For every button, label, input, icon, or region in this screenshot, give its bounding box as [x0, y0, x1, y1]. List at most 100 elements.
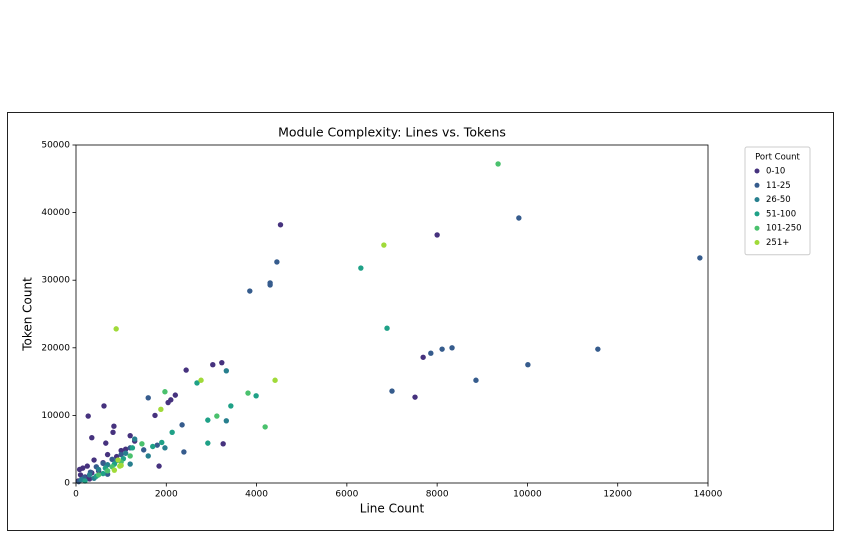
scatter-point	[150, 443, 156, 450]
y-tick-label: 30000	[41, 276, 70, 286]
scatter-point	[104, 451, 111, 458]
scatter-point	[439, 346, 445, 352]
scatter-point	[141, 447, 147, 453]
scatter-point	[129, 445, 136, 451]
scatter-point	[104, 468, 111, 474]
scatter-point	[247, 288, 253, 294]
scatter-point	[428, 350, 434, 356]
scatter-point	[122, 450, 129, 456]
scatter-point	[113, 326, 119, 332]
scatter-point	[145, 395, 151, 401]
legend-marker	[754, 240, 760, 245]
scatter-point	[95, 466, 102, 473]
scatter-point	[358, 265, 364, 271]
scatter-point	[100, 470, 106, 477]
x-tick-label: 8000	[426, 490, 449, 500]
scatter-point	[109, 456, 115, 463]
legend-label: 101-250	[766, 224, 802, 234]
x-tick-label: 0	[73, 490, 79, 500]
scatter-point	[131, 436, 138, 442]
scatter-point	[183, 367, 189, 373]
scatter-point	[219, 359, 225, 366]
scatter-point	[434, 232, 440, 238]
scatter-point	[118, 451, 124, 458]
scatter-point	[172, 392, 179, 398]
y-tick-label: 10000	[41, 411, 70, 421]
scatter-point	[179, 422, 185, 428]
scatter-point	[214, 413, 220, 419]
scatter-point	[86, 472, 93, 478]
scatter-point	[169, 429, 175, 435]
x-tick-label: 4000	[245, 490, 268, 500]
plot-frame	[75, 144, 709, 484]
scatter-point	[159, 439, 165, 446]
scatter-point	[110, 429, 116, 435]
scatter-point	[262, 424, 268, 430]
scatter-point	[210, 362, 216, 368]
legend-label: 251+	[766, 238, 789, 248]
scatter-point	[205, 417, 211, 423]
scatter-point	[82, 478, 88, 484]
scatter-point	[162, 389, 168, 395]
scatter-point	[91, 457, 97, 463]
scatter-point	[194, 380, 200, 386]
scatter-point	[697, 255, 703, 261]
scatter-point	[495, 161, 501, 167]
legend-label: 11-25	[766, 181, 791, 191]
scatter-point	[111, 423, 117, 429]
legend-marker	[754, 225, 760, 231]
scatter-point	[158, 406, 164, 413]
scatter-point	[156, 463, 162, 469]
x-tick-label: 10000	[513, 490, 542, 500]
scatter-point	[86, 476, 93, 482]
scatter-point	[100, 460, 106, 467]
scatter-point	[162, 445, 168, 451]
scatter-point	[76, 466, 83, 473]
scatter-point	[267, 280, 273, 286]
scatter-point	[272, 377, 278, 383]
y-tick-label: 50000	[41, 141, 70, 151]
scatter-point	[165, 399, 171, 406]
scatter-point	[473, 377, 479, 383]
legend-marker	[754, 197, 760, 203]
scatter-point	[95, 472, 102, 478]
scatter-point	[516, 215, 522, 221]
scatter-point	[412, 394, 418, 400]
scatter-point	[277, 222, 284, 228]
scatter-point	[205, 440, 211, 446]
scatter-point	[525, 362, 531, 368]
scatter-point	[84, 463, 90, 469]
y-tick-label: 0	[64, 479, 70, 489]
legend-marker	[754, 211, 760, 217]
scatter-point	[127, 453, 133, 459]
scatter-point	[228, 403, 234, 409]
scatter-point	[420, 354, 426, 360]
scatter-point	[127, 432, 133, 439]
scatter-point	[118, 462, 124, 469]
scatter-point	[245, 390, 251, 396]
x-axis-label: Line Count	[360, 502, 425, 516]
legend-label: 0-10	[766, 167, 785, 177]
legend-label: 26-50	[766, 195, 791, 205]
scatter-point	[118, 447, 124, 454]
scatter-point	[595, 346, 601, 352]
scatter-point	[223, 418, 230, 424]
legend-marker	[754, 182, 760, 188]
legend-title: Port Count	[755, 153, 800, 163]
scatter-point	[152, 412, 158, 419]
scatter-point	[381, 242, 387, 248]
scatter-point	[127, 461, 133, 467]
y-tick-label: 40000	[41, 208, 70, 218]
chart-title: Module Complexity: Lines vs. Tokens	[278, 125, 506, 140]
scatter-point	[181, 449, 187, 455]
y-tick-label: 20000	[41, 343, 70, 353]
scatter-point	[223, 368, 230, 374]
scatter-point	[274, 259, 280, 265]
scatter-point	[449, 345, 455, 351]
scatter-point	[154, 442, 160, 448]
scatter-point	[89, 435, 95, 441]
scatter-point	[122, 446, 129, 452]
legend-label: 51-100	[766, 209, 796, 219]
